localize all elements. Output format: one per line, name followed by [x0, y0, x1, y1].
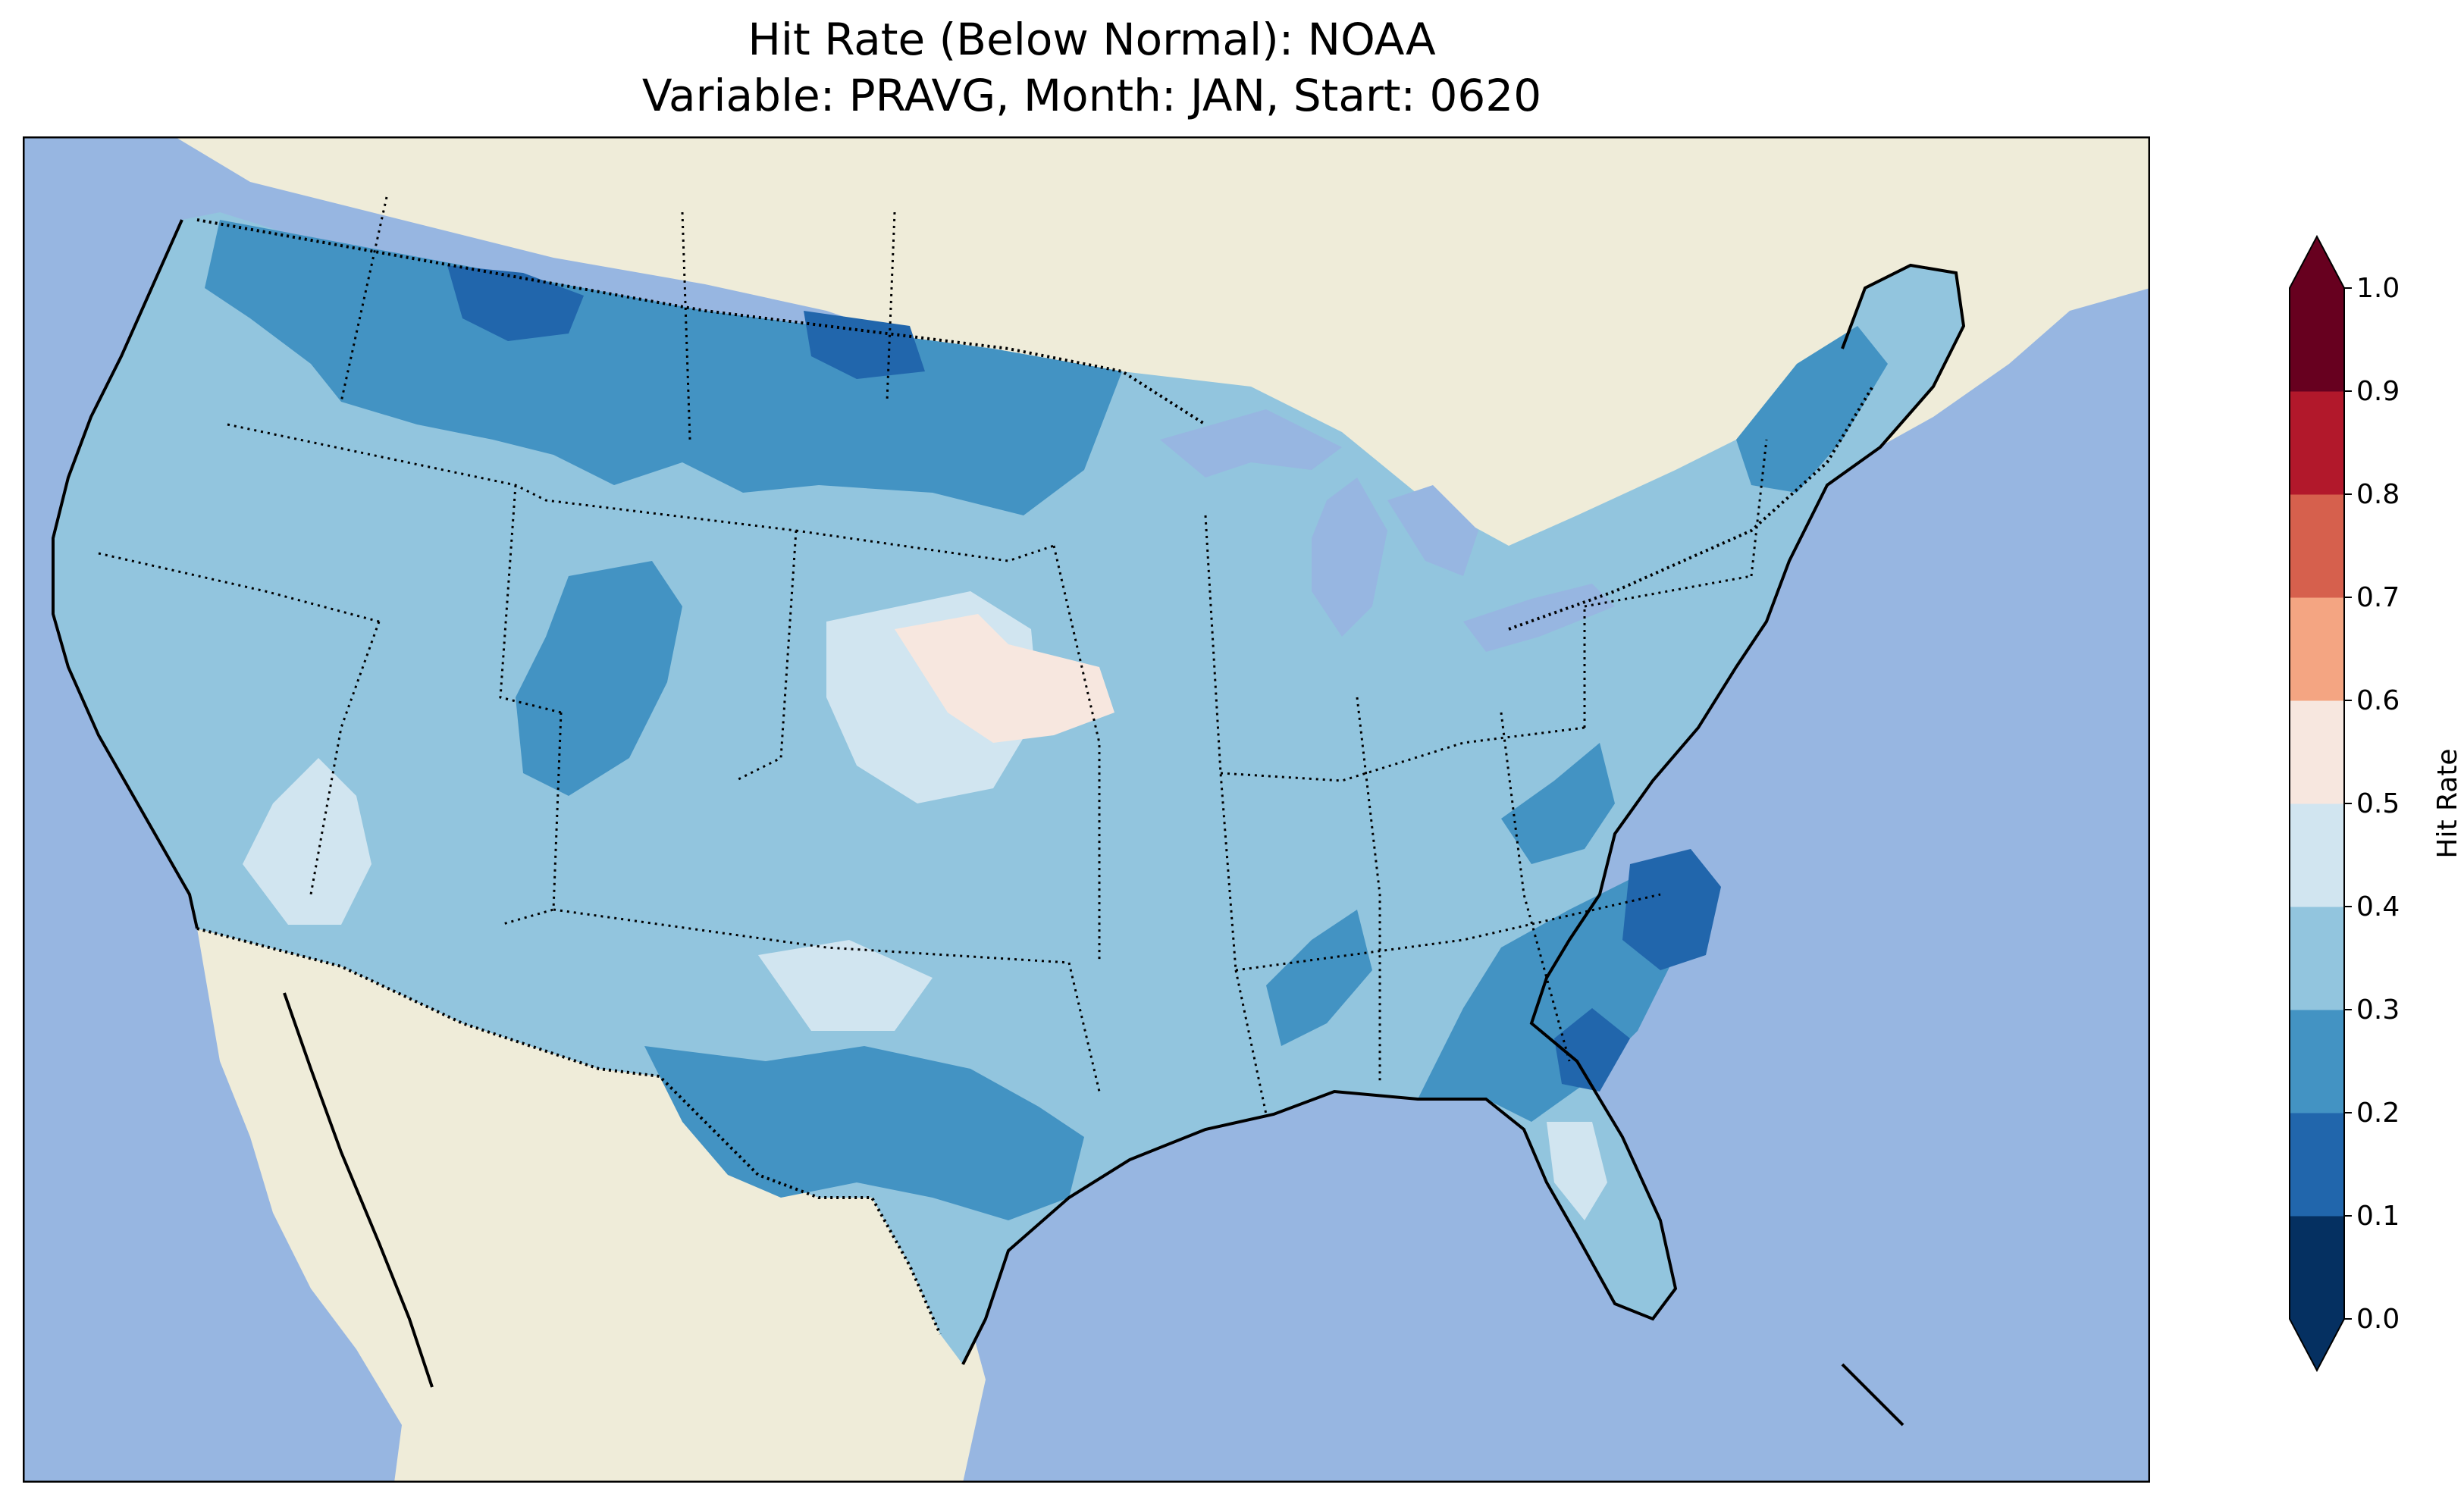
colorbar: 0.0 0.1 0.2 0.3 0.4 0.5 0.6 0.7 0.8 0.9 1.0 Hit Ra…: [2289, 235, 2463, 1372]
colorbar-tick-label: 0.7: [2356, 582, 2400, 613]
coastlines: [52, 219, 1966, 1427]
colorbar-segment: [2290, 1010, 2344, 1113]
colorbar-tick-label: 0.0: [2356, 1304, 2400, 1335]
colorbar-tick-label: 0.2: [2356, 1098, 2400, 1129]
region-new-england: [1736, 326, 1888, 493]
region-great-basin: [243, 758, 371, 925]
colorbar-segments: [2289, 235, 2345, 1372]
colorbar-segment: [2290, 597, 2344, 701]
region-rockies: [516, 561, 682, 796]
region-nc-coast: [1622, 849, 1721, 970]
map-panel: [23, 136, 2150, 1483]
baja-land: [265, 993, 432, 1410]
colorbar-segment: [2290, 907, 2344, 1010]
region-nebraska-peach: [895, 614, 1114, 743]
chart-title: Hit Rate (Below Normal): NOAA: [748, 14, 1436, 65]
colorbar-segment: [2290, 700, 2344, 804]
chart-subtitle: Variable: PRAVG, Month: JAN, Start: 0620: [641, 70, 1542, 121]
region-texas: [644, 1046, 1084, 1220]
colorbar-tick-label: 0.9: [2356, 376, 2400, 407]
colorbar-segment: [2290, 1216, 2344, 1320]
colorbar-tick-label: 1.0: [2356, 273, 2400, 304]
region-northern-plains: [205, 220, 1122, 515]
state-borders: [98, 196, 1768, 1115]
region-mississippi: [1266, 910, 1372, 1046]
region-north-dakota: [804, 311, 925, 379]
national-borders: [196, 218, 1874, 1335]
colorbar-label: Hit Rate: [2432, 748, 2463, 858]
colorbar-tick-label: 0.4: [2356, 891, 2400, 922]
colorbar-extend-under: [2290, 1319, 2344, 1370]
colorbar-segment: [2290, 494, 2344, 598]
colorbar-extend-over: [2290, 236, 2344, 288]
colorbar-segment: [2290, 391, 2344, 495]
colorbar-tick-label: 0.1: [2356, 1201, 2400, 1232]
colorbar-tick-label: 0.5: [2356, 788, 2400, 819]
region-ohio-valley: [1501, 743, 1615, 864]
colorbar-ticks: 0.0 0.1 0.2 0.3 0.4 0.5 0.6 0.7 0.8 0.9 1.0: [2344, 273, 2400, 1335]
great-lakes: [1160, 409, 1615, 652]
colorbar-segment: [2290, 1113, 2344, 1217]
map-border: [23, 136, 2150, 1483]
colorbar-tick-label: 0.8: [2356, 479, 2400, 510]
region-florida-light: [1547, 1122, 1607, 1220]
colorbar-segment: [2290, 288, 2344, 392]
colorbar-segment: [2290, 803, 2344, 907]
region-sc: [1554, 1008, 1630, 1092]
region-oklahoma: [758, 940, 933, 1031]
colorbar-tick-label: 0.3: [2356, 994, 2400, 1026]
region-southeast: [1418, 864, 1691, 1122]
colorbar-tick-label: 0.6: [2356, 685, 2400, 716]
